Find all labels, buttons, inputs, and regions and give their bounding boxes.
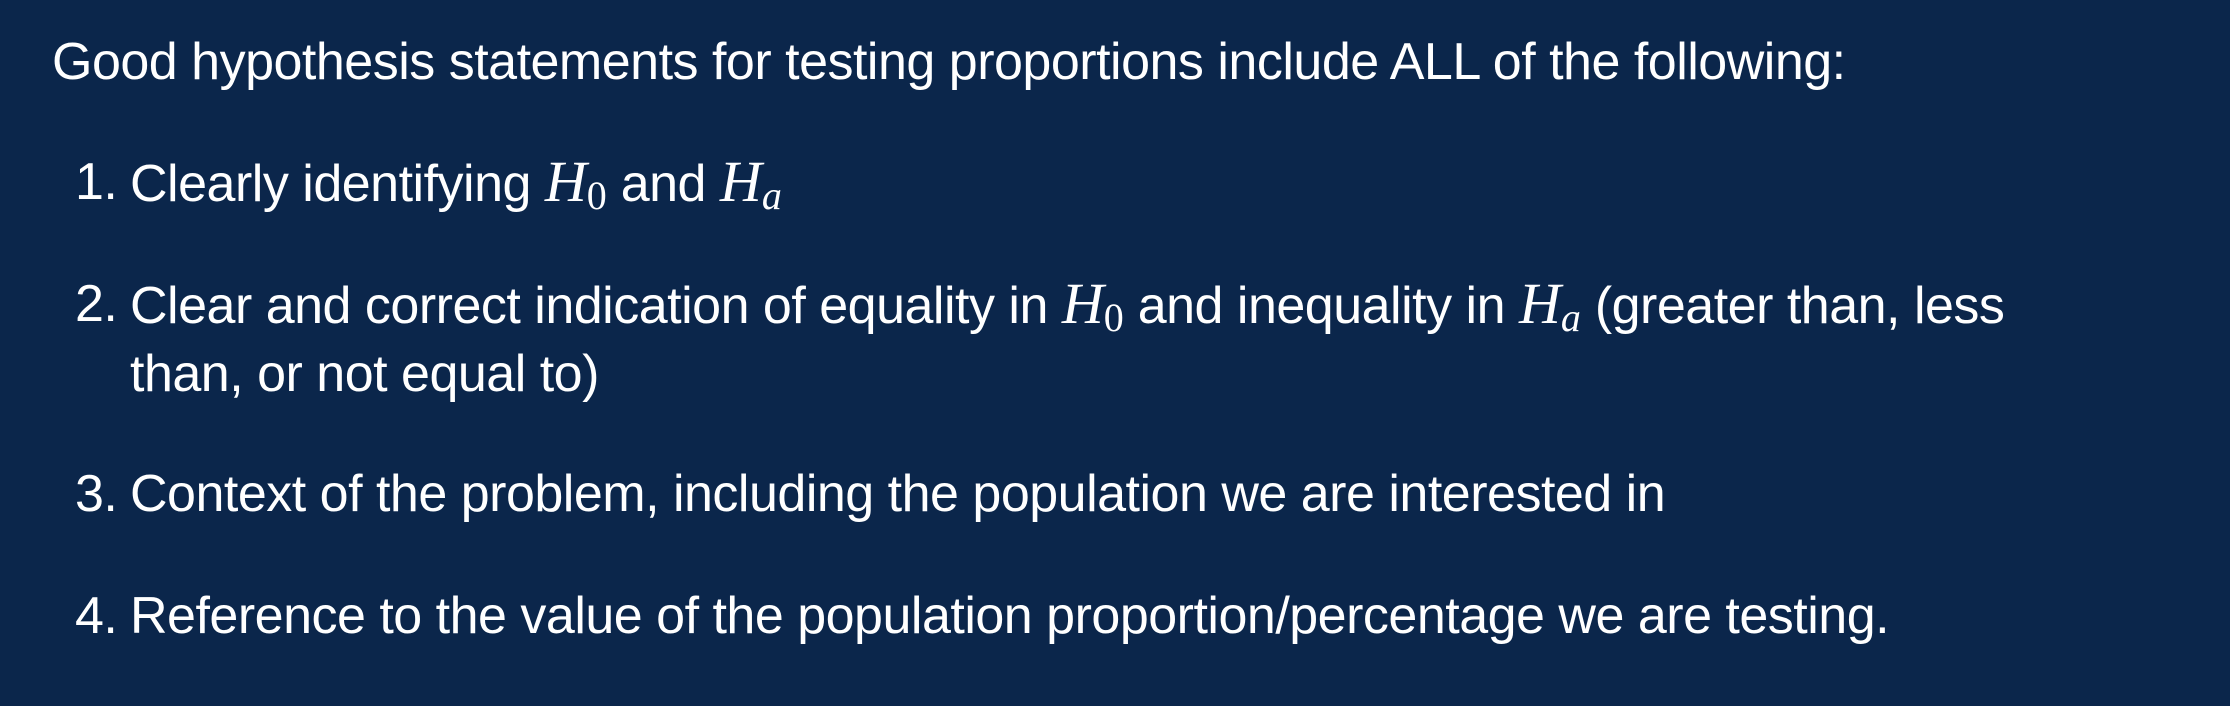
list-item-text: Clear and correct indication of equality… [130,270,2210,408]
text-segment: and inequality in [1123,277,1519,335]
math-letter: H [1518,271,1561,336]
list-item-text: Reference to the value of the population… [130,582,2210,650]
alternative-hypothesis-symbol: Ha [719,149,782,216]
list-item-number: 4. [75,587,118,645]
null-hypothesis-symbol: H0 [544,149,607,216]
text-line: than, or not equal to) [130,345,599,403]
list-item-text: Clearly identifying H0 and Ha [130,148,2210,218]
list-item-number: 2. [75,275,118,333]
math-letter: H [1061,271,1104,336]
math-subscript: a [761,173,782,218]
text-line: Clear and correct indication of equality… [130,270,2210,340]
null-hypothesis-symbol: H0 [1061,271,1124,338]
alternative-hypothesis-symbol: Ha [1518,271,1581,338]
list-item-text: Context of the problem, including the po… [130,460,2210,528]
list-item-number: 1. [75,153,118,211]
text-segment: and [606,155,720,213]
math-subscript: 0 [1103,295,1124,340]
text-segment: Clear and correct indication of equality… [130,277,1062,335]
text-line: Context of the problem, including the po… [130,465,1666,523]
intro-text: Good hypothesis statements for testing p… [52,33,1846,91]
math-subscript: 0 [586,173,607,218]
text-line: Reference to the value of the population… [130,587,1890,645]
text-segment: Clearly identifying [130,155,545,213]
math-letter: H [544,149,587,214]
text-line: Clearly identifying H0 and Ha [130,148,2210,218]
text-segment: (greater than, less [1580,277,2005,335]
list-item-number: 3. [75,465,118,523]
math-letter: H [719,149,762,214]
math-subscript: a [1560,295,1581,340]
